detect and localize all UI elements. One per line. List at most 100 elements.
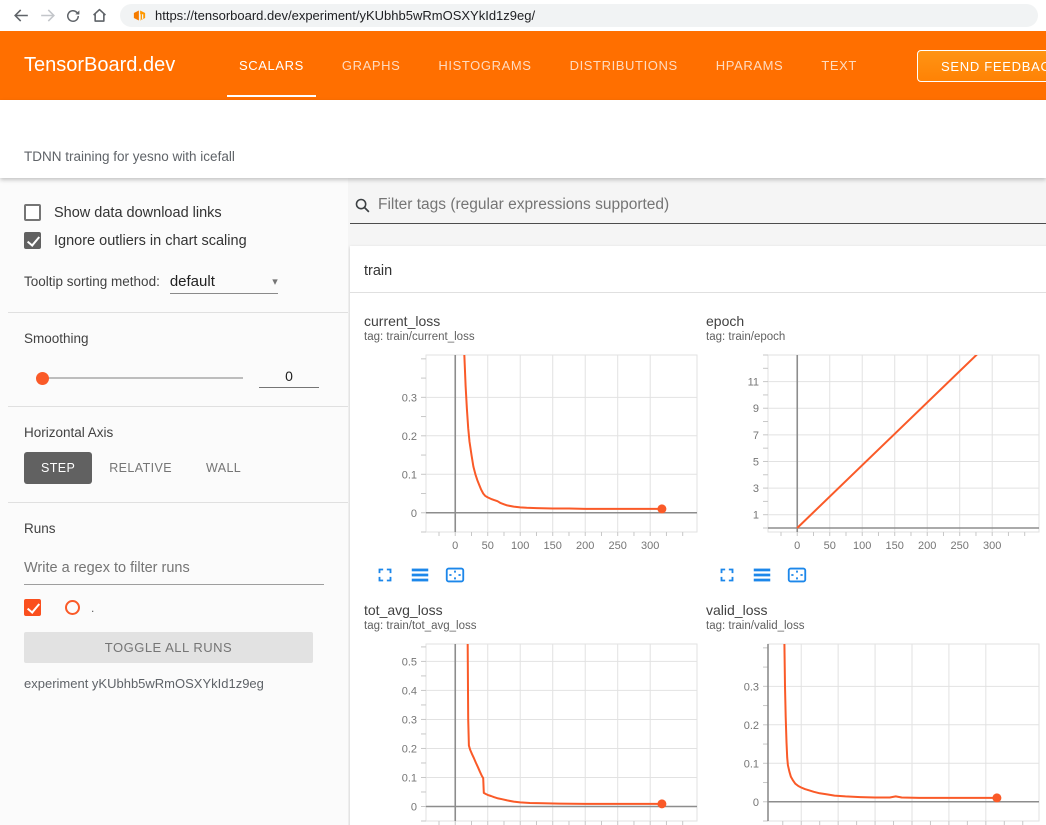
ignore-outliers-row[interactable]: Ignore outliers in chart scaling: [24, 232, 324, 249]
chart-plot-area[interactable]: 05010015020025030000.10.20.3: [364, 351, 699, 553]
svg-text:1: 1: [753, 510, 759, 522]
svg-text:0: 0: [753, 797, 759, 809]
axis-step-button[interactable]: STEP: [24, 452, 92, 484]
chart-tag: tag: train/current_loss: [364, 331, 706, 343]
show-download-links-label: Show data download links: [54, 205, 222, 221]
run-name[interactable]: .: [91, 601, 94, 615]
search-icon: [354, 197, 371, 214]
tag-filter-input[interactable]: [378, 196, 1044, 214]
show-download-links-row[interactable]: Show data download links: [24, 204, 324, 221]
svg-text:200: 200: [576, 540, 594, 552]
divider: [8, 502, 348, 503]
slider-track[interactable]: [36, 377, 243, 379]
main-panel: train current_loss tag: train/current_los…: [348, 178, 1046, 825]
tab-hparams[interactable]: HPARAMS: [702, 31, 798, 100]
runs-label: Runs: [24, 521, 324, 536]
svg-text:3: 3: [753, 483, 759, 495]
smoothing-slider[interactable]: [36, 371, 243, 385]
tab-histograms[interactable]: HISTOGRAMS: [424, 31, 545, 100]
divider: [8, 406, 348, 407]
run-checkbox[interactable]: [24, 599, 41, 616]
home-button[interactable]: [86, 3, 112, 29]
forward-arrow-icon: [38, 6, 57, 25]
svg-text:0.1: 0.1: [744, 758, 759, 770]
horizontal-lines-icon: [409, 564, 431, 586]
chart-plot-area[interactable]: 05010015020025030000.10.20.30.40.5: [364, 640, 699, 825]
svg-text:0.3: 0.3: [402, 392, 417, 404]
reload-button[interactable]: [60, 3, 86, 29]
send-feedback-button[interactable]: SEND FEEDBACK: [917, 50, 1046, 82]
svg-text:0.2: 0.2: [744, 720, 759, 732]
svg-text:50: 50: [824, 540, 836, 552]
settings-sidebar: Show data download links Ignore outliers…: [0, 178, 348, 825]
experiment-id-note: experiment yKUbhb5wRmOSXYkId1z9eg: [24, 676, 324, 691]
app-header: TensorBoard.dev SCALARS GRAPHS HISTOGRAM…: [0, 31, 1046, 100]
tab-text[interactable]: TEXT: [807, 31, 871, 100]
horizontal-lines-button[interactable]: [751, 564, 773, 586]
svg-text:0.3: 0.3: [744, 681, 759, 693]
chart-toolbar: [706, 558, 1046, 586]
fit-domain-button[interactable]: [444, 564, 466, 586]
svg-text:0: 0: [794, 540, 800, 552]
tab-graphs[interactable]: GRAPHS: [328, 31, 415, 100]
address-bar[interactable]: https://tensorboard.dev/experiment/yKUbh…: [120, 4, 1038, 27]
tag-filter-row: [350, 188, 1046, 224]
chart-title: current_loss: [364, 313, 706, 329]
app-logo: TensorBoard.dev: [24, 54, 225, 77]
svg-text:11: 11: [748, 377, 759, 389]
svg-text:150: 150: [544, 540, 562, 552]
tooltip-sorting-value: default: [170, 273, 215, 290]
svg-text:0.1: 0.1: [402, 772, 417, 784]
svg-text:300: 300: [983, 540, 1001, 552]
axis-relative-button[interactable]: RELATIVE: [92, 452, 189, 484]
svg-text:0.4: 0.4: [402, 685, 417, 697]
back-button[interactable]: [8, 3, 34, 29]
chart-title: tot_avg_loss: [364, 602, 706, 618]
tooltip-sorting-select[interactable]: default ▾: [170, 273, 278, 294]
smoothing-label: Smoothing: [24, 331, 324, 346]
scalar-chart: tot_avg_losstag: train/tot_avg_loss05010…: [364, 602, 706, 825]
horizontal-lines-button[interactable]: [409, 564, 431, 586]
divider: [8, 312, 348, 313]
chart-plot-area[interactable]: 0501001502002503001357911: [706, 351, 1041, 553]
smoothing-value-input[interactable]: 0: [259, 368, 319, 388]
fullscreen-button[interactable]: [374, 564, 396, 586]
back-arrow-icon: [12, 6, 31, 25]
url-text: https://tensorboard.dev/experiment/yKUbh…: [155, 8, 535, 23]
charts-grid: current_losstag: train/current_loss05010…: [350, 293, 1046, 825]
ignore-outliers-checkbox[interactable]: [24, 232, 41, 249]
train-card-title[interactable]: train: [350, 246, 1046, 293]
chart-tag: tag: train/tot_avg_loss: [364, 620, 706, 632]
tab-scalars[interactable]: SCALARS: [225, 31, 318, 100]
tab-distributions[interactable]: DISTRIBUTIONS: [556, 31, 692, 100]
slider-thumb[interactable]: [36, 372, 49, 385]
train-card: train current_loss tag: train/current_los…: [350, 246, 1046, 825]
chart-plot-area[interactable]: 5010015020025030000.10.20.3: [706, 640, 1041, 825]
svg-text:0: 0: [411, 801, 417, 813]
svg-text:0.3: 0.3: [402, 714, 417, 726]
show-download-links-checkbox[interactable]: [24, 204, 41, 221]
chart-toolbar: [364, 558, 706, 586]
runs-filter-input[interactable]: [24, 554, 324, 585]
svg-text:0.2: 0.2: [402, 431, 417, 443]
fit-domain-icon: [444, 564, 466, 586]
svg-text:100: 100: [511, 540, 529, 552]
svg-text:7: 7: [753, 430, 759, 442]
chart-tag: tag: train/valid_loss: [706, 620, 1046, 632]
svg-text:0.2: 0.2: [402, 743, 417, 755]
fullscreen-icon: [374, 564, 396, 586]
scalar-chart: valid_losstag: train/valid_loss501001502…: [706, 602, 1046, 825]
run-row: .: [24, 599, 324, 616]
horizontal-lines-icon: [751, 564, 773, 586]
svg-text:50: 50: [482, 540, 494, 552]
ignore-outliers-label: Ignore outliers in chart scaling: [54, 233, 247, 249]
fullscreen-button[interactable]: [716, 564, 738, 586]
fit-domain-button[interactable]: [786, 564, 808, 586]
forward-button[interactable]: [34, 3, 60, 29]
svg-text:250: 250: [609, 540, 627, 552]
chart-title: valid_loss: [706, 602, 1046, 618]
svg-text:250: 250: [951, 540, 969, 552]
svg-text:100: 100: [853, 540, 871, 552]
toggle-all-runs-button[interactable]: TOGGLE ALL RUNS: [24, 632, 313, 663]
axis-wall-button[interactable]: WALL: [189, 452, 258, 484]
